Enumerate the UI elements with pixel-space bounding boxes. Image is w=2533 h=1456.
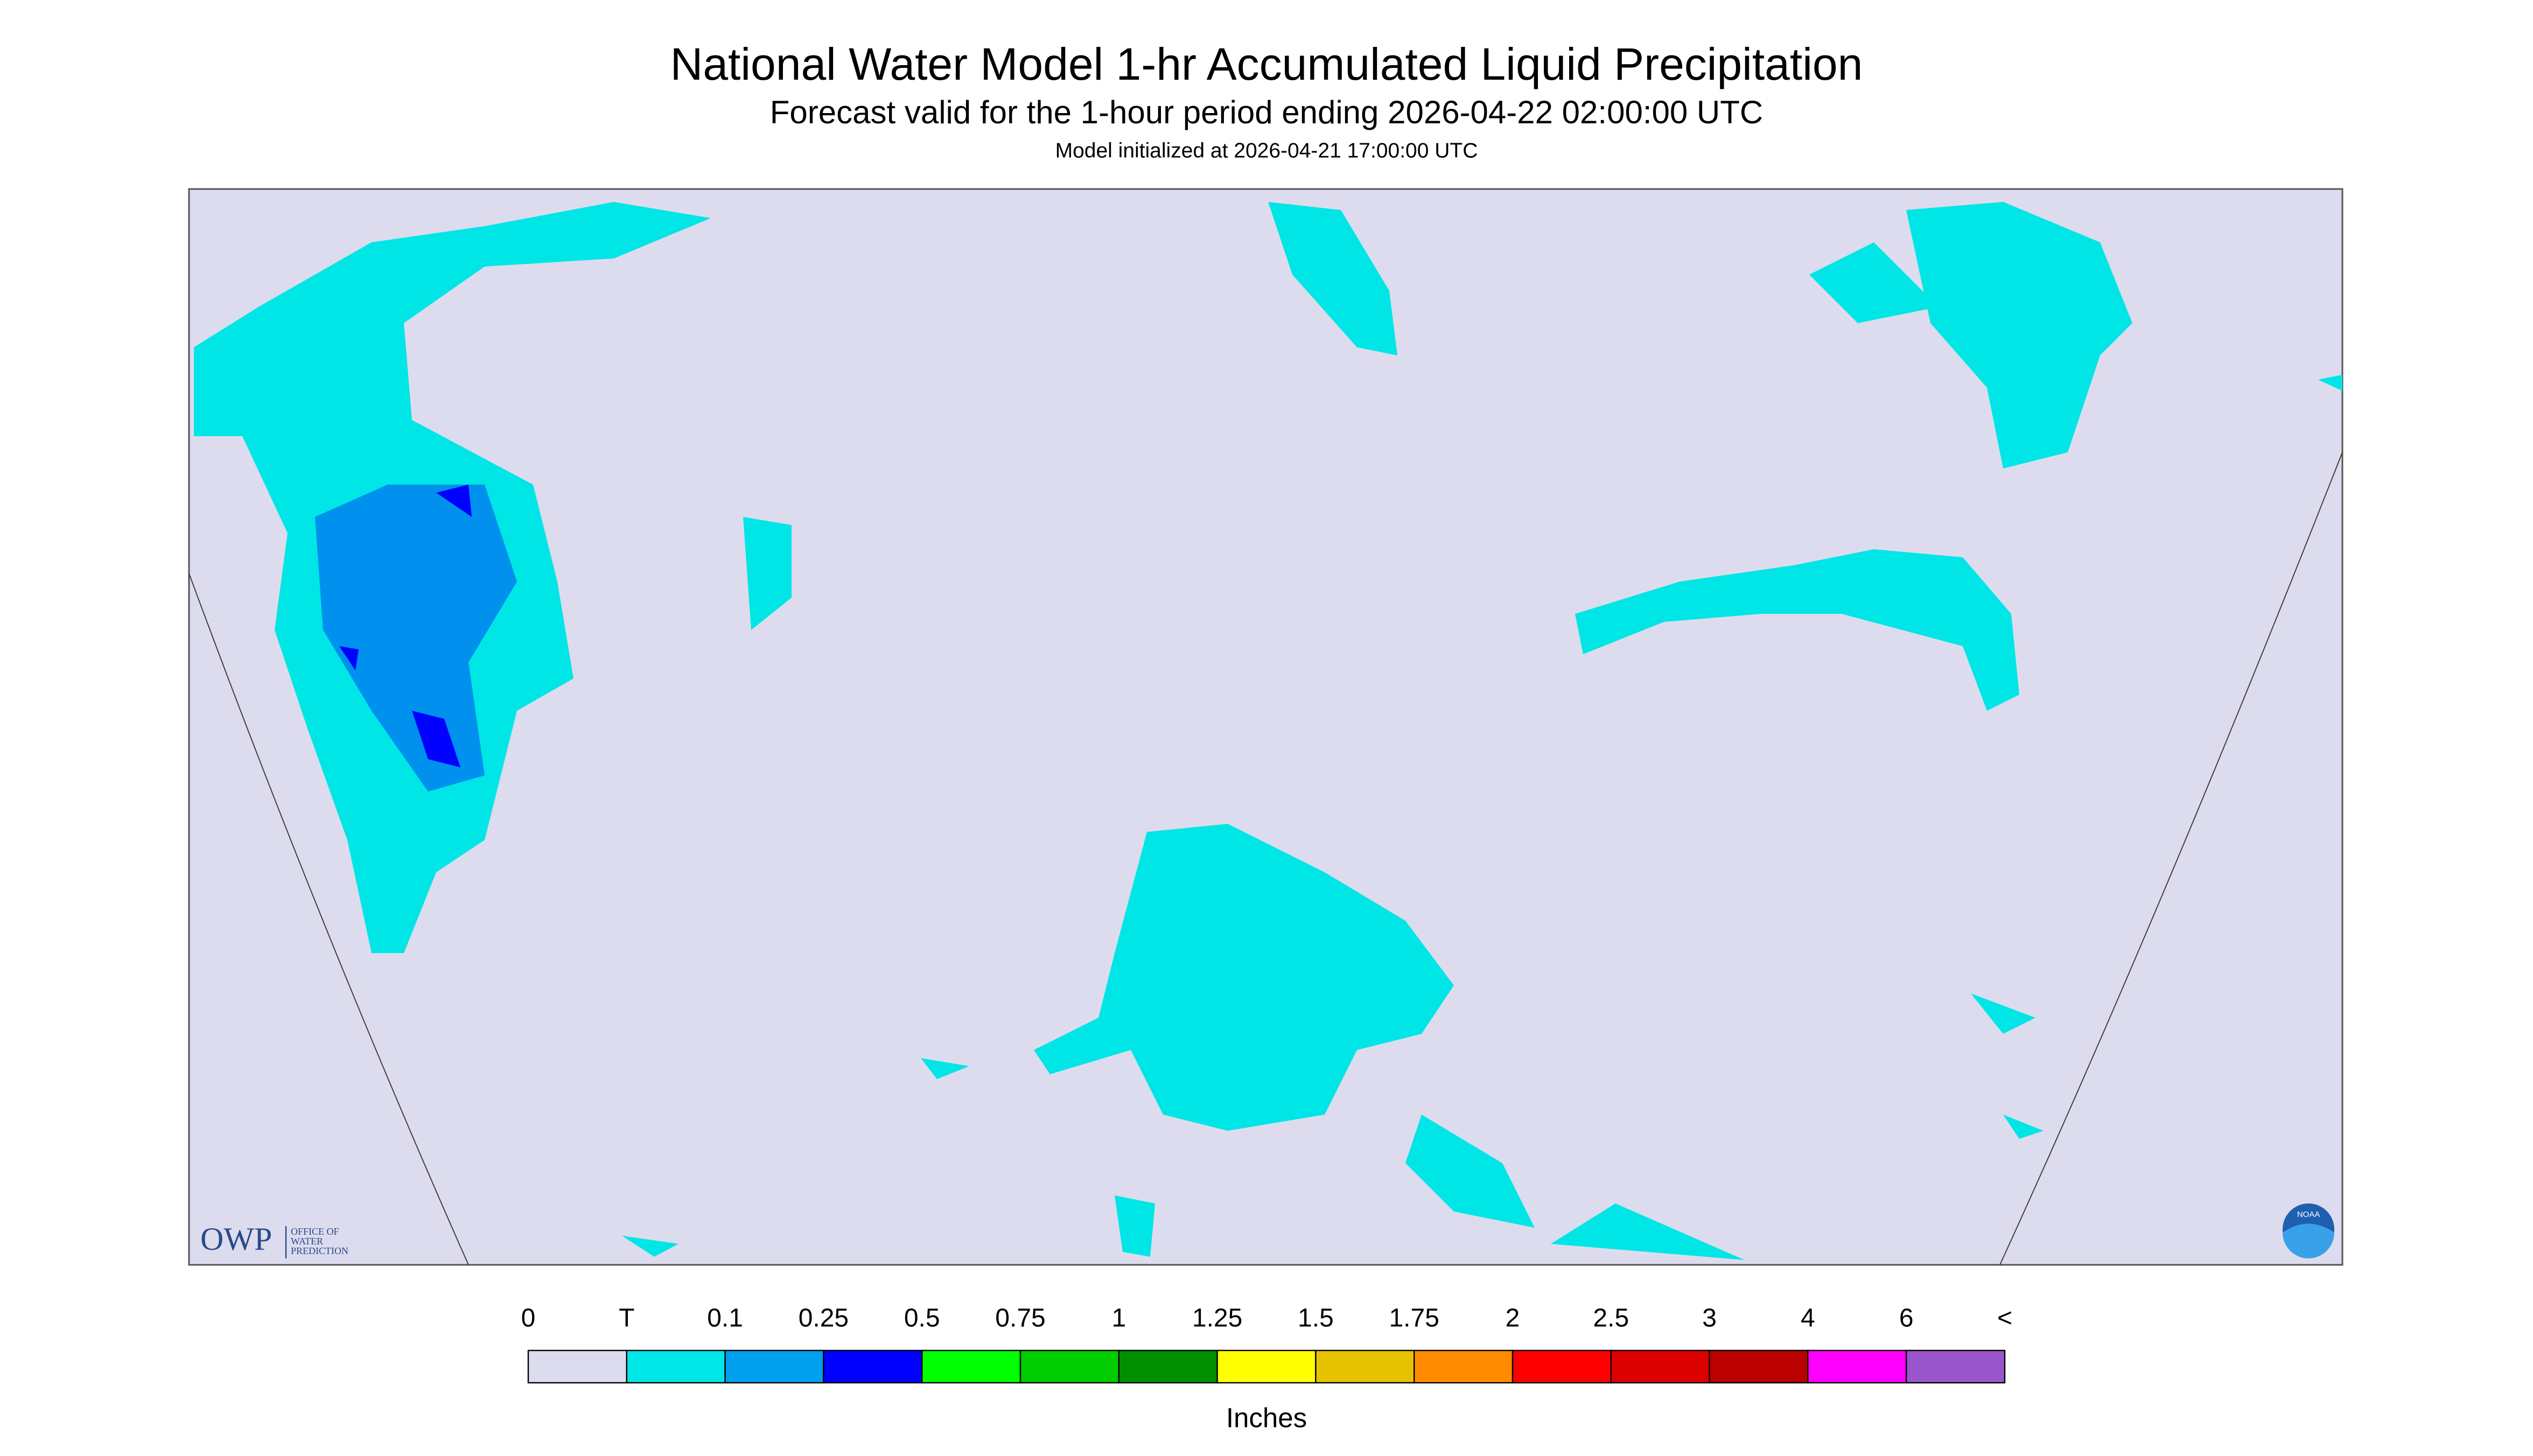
legend-label: 0.25 [799,1304,849,1333]
legend-swatch [1512,1349,1612,1384]
precip-wyoming [743,517,792,631]
legend-swatch [1709,1349,1809,1384]
subtitle: Forecast valid for the 1-hour period end… [770,94,1763,130]
legend-unit: Inches [1226,1402,1307,1433]
noaa-text: NOAA [2297,1210,2320,1219]
legend-label: 1.25 [1192,1304,1242,1333]
legend-swatch [724,1349,824,1384]
legend-swatch [626,1349,726,1384]
legend-label: 3 [1702,1304,1717,1333]
legend-label: 2 [1506,1304,1520,1333]
legend: Inches 0 T 0.1 0.25 0.5 0.75 1 1.25 1.5 1.75 2 2.5 3… [521,1304,2012,1433]
precip-great-lakes [1575,549,2019,711]
legend-label: 0.5 [904,1304,940,1333]
precip-canada-east [1809,202,2132,469]
legend-label: 0.1 [707,1304,743,1333]
legend-label: 0 [521,1304,536,1333]
legend-swatch [1807,1349,1907,1384]
legend-label: 1 [1111,1304,1126,1333]
legend-swatch [1118,1349,1218,1384]
precip-areas [194,202,2342,1261]
noaa-wave [2283,1223,2334,1259]
legend-swatch [1315,1349,1415,1384]
legend-label: 2.5 [1593,1304,1629,1333]
owp-line: WATER [291,1236,323,1247]
owp-text: OWP [200,1221,272,1257]
legend-swatch [921,1349,1021,1384]
legend-swatch [1610,1349,1710,1384]
legend-label: 0.75 [995,1304,1045,1333]
legend-swatch [527,1349,628,1384]
precip-south-central [1034,824,1454,1131]
owp-line: PREDICTION [291,1245,348,1256]
legend-label: 1.5 [1298,1304,1334,1333]
precip-canada-central [1268,202,1397,356]
legend-label: < [1997,1304,2012,1333]
legend-label: 4 [1801,1304,1815,1333]
precip-west-mod [315,485,517,792]
owp-logo: OWP OFFICE OF WATER PREDICTION [200,1221,348,1259]
map: OWP OFFICE OF WATER PREDICTION NOAA [188,188,2343,1266]
legend-label: 6 [1899,1304,1914,1333]
title: National Water Model 1-hr Accumulated Li… [670,39,1863,89]
legend-label: T [619,1304,634,1333]
legend-swatch [1216,1349,1317,1384]
domain-edge [188,452,2343,1265]
legend-swatch [1414,1349,1514,1384]
init-time: Model initialized at 2026-04-21 17:00:00… [1055,139,1478,162]
legend-swatch [823,1349,923,1384]
legend-swatch [1905,1349,2006,1384]
legend-label: 1.75 [1389,1304,1439,1333]
legend-swatch [1019,1349,1120,1384]
noaa-logo: NOAA [2283,1203,2334,1259]
owp-line: OFFICE OF [291,1226,339,1237]
